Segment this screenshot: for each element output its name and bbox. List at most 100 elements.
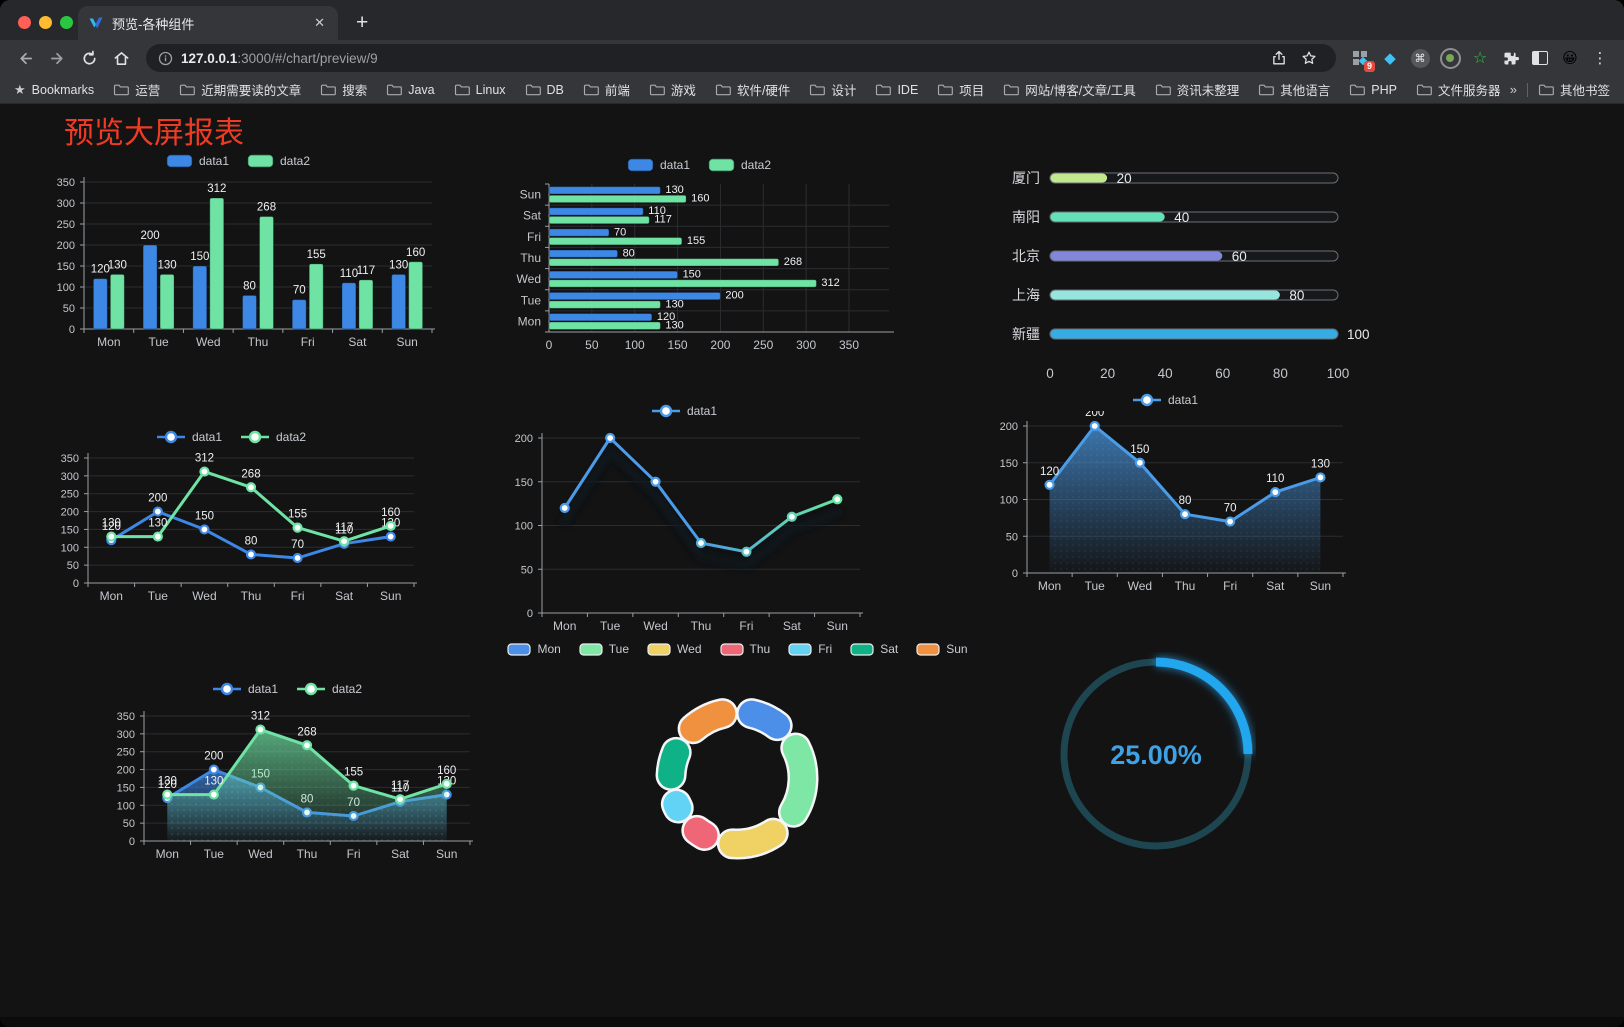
svg-text:Mon: Mon <box>518 314 541 328</box>
bookmark-folder-item[interactable]: PHP <box>1349 83 1397 97</box>
bookmark-star-icon[interactable] <box>1294 43 1324 73</box>
home-button[interactable] <box>106 43 136 73</box>
profile-avatar[interactable]: 😀 <box>1562 50 1578 67</box>
svg-text:130: 130 <box>108 259 127 271</box>
legend-item-data2[interactable]: data2 <box>296 682 362 696</box>
minimize-window-button[interactable] <box>39 16 52 29</box>
extension-sidepanel-icon[interactable] <box>1526 44 1554 72</box>
svg-text:150: 150 <box>61 524 79 536</box>
svg-text:Mon: Mon <box>97 335 120 349</box>
legend-item-data2[interactable]: data2 <box>240 430 306 444</box>
bookmark-folder-item[interactable]: 设计 <box>809 80 856 99</box>
grouped-bar-chart: data1 data2 0 50 100 150 200 250 300 350 Mon Tue Wed… <box>38 150 438 361</box>
svg-text:厦门: 厦门 <box>1012 170 1040 186</box>
svg-text:130: 130 <box>665 298 683 310</box>
bookmark-folder-item[interactable]: 游戏 <box>649 80 696 99</box>
extension-gem-icon[interactable]: ◆ <box>1384 50 1396 67</box>
bookmark-folder-item[interactable]: DB <box>525 83 564 97</box>
svg-text:268: 268 <box>257 201 276 213</box>
svg-text:120: 120 <box>657 311 675 323</box>
svg-text:80: 80 <box>243 280 256 292</box>
progress-bar-chart: 厦门 20 南阳 40 北京 60 上海 80 新疆 100 0 20 40 60 80 100 <box>996 162 1374 391</box>
legend-item-data2[interactable]: data2 <box>247 154 310 168</box>
legend-item-data1[interactable]: data1 <box>165 154 229 168</box>
svg-text:Sun: Sun <box>520 188 541 202</box>
legend-item-data1[interactable]: data1 <box>1132 393 1198 407</box>
legend-item-Sun[interactable]: Sun <box>916 642 968 656</box>
svg-text:Mon: Mon <box>156 847 179 861</box>
forward-button[interactable] <box>42 43 72 73</box>
extension-recorder-icon[interactable] <box>1436 44 1464 72</box>
legend-item-Wed[interactable]: Wed <box>647 642 702 656</box>
bookmarks-overflow-chevron[interactable]: » <box>1509 82 1517 97</box>
svg-text:25.00%: 25.00% <box>1110 740 1202 770</box>
bookmark-folder-item[interactable]: Linux <box>454 83 506 97</box>
page-bottom-edge <box>0 1017 1624 1027</box>
bookmark-folder-item[interactable]: 文件服务器 <box>1416 80 1500 99</box>
legend-item-data1[interactable]: data1 <box>156 430 222 444</box>
zoom-window-button[interactable] <box>60 16 73 29</box>
reload-button[interactable] <box>74 43 104 73</box>
window-controls <box>18 16 73 29</box>
svg-text:Thu: Thu <box>691 619 712 633</box>
chart-legend: data1 <box>498 400 870 422</box>
bookmark-folder-item[interactable]: 软件/硬件 <box>715 80 790 99</box>
svg-text:Mon: Mon <box>100 589 123 603</box>
svg-text:20: 20 <box>1100 366 1115 381</box>
back-button[interactable] <box>10 43 40 73</box>
bookmarks-manager-item[interactable]: ★ Bookmarks <box>14 81 95 97</box>
bookmark-folder-item[interactable]: 项目 <box>937 80 984 99</box>
legend-item-Tue[interactable]: Tue <box>579 642 629 656</box>
bookmarks-bar: ★ Bookmarks 运营 近期需要读的文章 搜索 Java Linux DB 前端 游戏软… <box>0 76 1624 104</box>
legend-item-Thu[interactable]: Thu <box>719 642 770 656</box>
bookmark-folder-item[interactable]: IDE <box>875 83 918 97</box>
extension-star-icon[interactable]: ☆ <box>1472 50 1488 67</box>
tab-close-icon[interactable]: ✕ <box>314 15 325 30</box>
legend-item-data1[interactable]: data1 <box>626 158 690 172</box>
other-bookmarks-folder[interactable]: 其他书签 <box>1538 80 1610 99</box>
close-window-button[interactable] <box>18 16 31 29</box>
extensions-puzzle-icon[interactable] <box>1496 44 1524 72</box>
svg-text:200: 200 <box>710 338 730 352</box>
bookmark-folder-item[interactable]: 搜索 <box>320 80 367 99</box>
url-text: 127.0.0.1:3000/#/chart/preview/9 <box>181 50 378 66</box>
svg-text:Fri: Fri <box>1223 579 1237 593</box>
svg-text:Sun: Sun <box>1310 579 1331 593</box>
svg-text:155: 155 <box>307 249 326 261</box>
svg-text:上海: 上海 <box>1012 287 1040 303</box>
share-icon[interactable] <box>1264 43 1294 73</box>
extension-proxy-icon[interactable]: 9 <box>1346 44 1375 72</box>
svg-text:Sun: Sun <box>396 335 417 349</box>
browser-tab[interactable]: 预览-各种组件 ✕ <box>78 6 338 40</box>
bookmark-folder-item[interactable]: 近期需要读的文章 <box>179 80 301 99</box>
url-bar[interactable]: 127.0.0.1:3000/#/chart/preview/9 <box>146 44 1336 72</box>
svg-text:50: 50 <box>585 338 599 352</box>
bookmark-folder-item[interactable]: 资讯未整理 <box>1155 80 1239 99</box>
extension-command-icon[interactable]: ⌘ <box>1406 44 1434 72</box>
svg-text:312: 312 <box>821 277 839 289</box>
bookmark-folder-item[interactable]: Java <box>386 83 435 97</box>
svg-text:100: 100 <box>117 800 135 812</box>
svg-text:Thu: Thu <box>241 589 262 603</box>
svg-text:130: 130 <box>665 184 683 196</box>
bookmark-folder-item[interactable]: 前端 <box>583 80 630 99</box>
svg-text:200: 200 <box>57 240 75 252</box>
legend-item-data2[interactable]: data2 <box>708 158 771 172</box>
svg-text:Thu: Thu <box>297 847 318 861</box>
legend-item-data1[interactable]: data1 <box>212 682 278 696</box>
svg-text:150: 150 <box>195 510 214 522</box>
legend-item-Sat[interactable]: Sat <box>850 642 898 656</box>
svg-text:50: 50 <box>1006 531 1018 543</box>
browser-menu-icon[interactable]: ⋮ <box>1592 50 1608 67</box>
chart-legend: data1 data2 <box>38 150 438 172</box>
svg-text:南阳: 南阳 <box>1012 209 1040 225</box>
legend-item-Fri[interactable]: Fri <box>788 642 832 656</box>
legend-item-data1[interactable]: data1 <box>651 404 717 418</box>
bookmark-folder-item[interactable]: 运营 <box>113 80 160 99</box>
bookmark-folder-item[interactable]: 网站/博客/文章/工具 <box>1003 80 1136 99</box>
site-info-icon[interactable] <box>158 51 173 66</box>
new-tab-button[interactable]: + <box>356 11 369 34</box>
bookmark-folder-item[interactable]: 其他语言 <box>1258 80 1330 99</box>
svg-text:160: 160 <box>437 765 456 777</box>
legend-item-Mon[interactable]: Mon <box>507 642 561 656</box>
